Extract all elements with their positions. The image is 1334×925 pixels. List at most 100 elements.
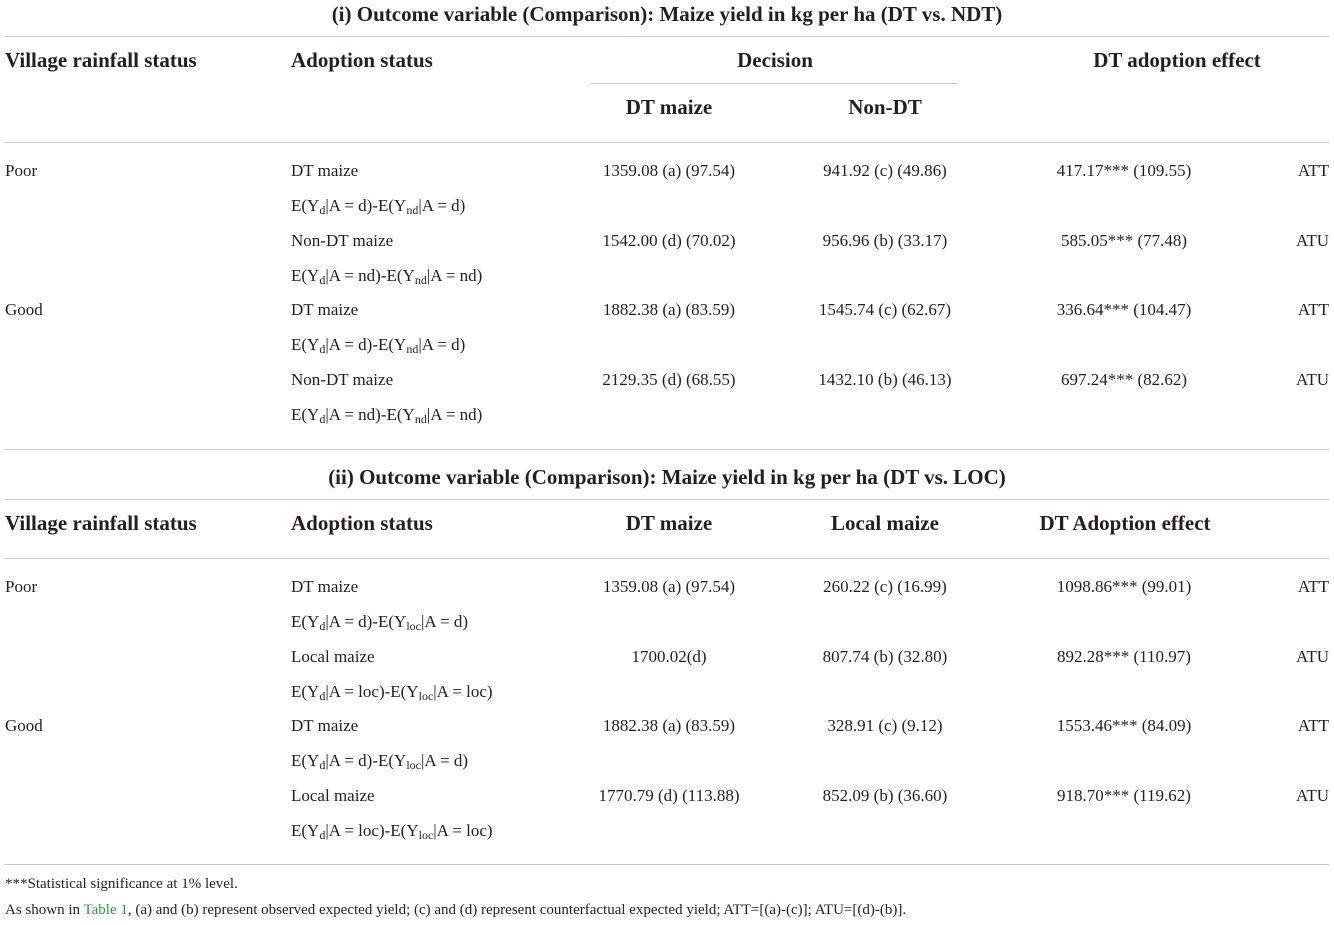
table-1-link[interactable]: Table 1 bbox=[83, 902, 128, 918]
header-village: Village rainfall status bbox=[5, 511, 197, 535]
expression-part: |A = bbox=[418, 196, 452, 215]
expression-part: nd bbox=[358, 265, 376, 285]
expression-part: loc bbox=[406, 758, 421, 773]
expression-part: |A = bbox=[418, 335, 452, 355]
expression-part: d bbox=[319, 758, 326, 773]
expression-part: d bbox=[319, 272, 326, 287]
header-village: Village rainfall status bbox=[5, 48, 197, 72]
expression-part: |A = bbox=[325, 821, 359, 840]
header-dt-maize: DT maize bbox=[625, 511, 713, 535]
expression-part: d bbox=[358, 196, 367, 215]
cell-expression: E(Yd|A = nd)-E(Ynd|A = nd) bbox=[291, 266, 482, 286]
cell-dt-value: 1770.79 (d) (113.88) bbox=[598, 786, 740, 805]
expression-part: d bbox=[451, 196, 460, 215]
rule bbox=[4, 449, 1329, 450]
cell-effect: 417.17*** (109.55) bbox=[1056, 161, 1192, 180]
expression-part: d bbox=[319, 828, 326, 842]
expression-part: loc bbox=[418, 828, 434, 842]
header-adoption: Adoption status bbox=[291, 48, 433, 72]
cell-dt-value: 1882.38 (a) (83.59) bbox=[602, 300, 736, 320]
expression-part: )-E(Y bbox=[366, 196, 407, 215]
expression-part: loc bbox=[358, 821, 379, 840]
rule bbox=[4, 142, 1329, 143]
expression-part: |A = bbox=[433, 821, 467, 840]
cell-effect-type: ATU bbox=[1295, 230, 1329, 250]
expression-part: |A = bbox=[433, 681, 467, 701]
expression-part: nd bbox=[358, 405, 376, 424]
expression-part: |A = bbox=[325, 751, 359, 771]
expression-part: loc bbox=[406, 619, 421, 633]
expression-part: E(Y bbox=[291, 681, 320, 701]
cell-expression: E(Yd|A = nd)-E(Ynd|A = nd) bbox=[291, 405, 482, 425]
expression-part: loc bbox=[418, 688, 434, 703]
header-decision: Decision bbox=[737, 48, 813, 72]
rule bbox=[4, 36, 1329, 37]
expression-part: loc bbox=[358, 681, 379, 701]
expression-part: ) bbox=[476, 405, 483, 424]
cell-adoption: Local maize bbox=[291, 786, 375, 805]
cell-expression: E(Yd|A = d)-E(Ynd|A = d) bbox=[291, 196, 465, 216]
expression-part: ) bbox=[462, 751, 469, 771]
cell-adoption: DT maize bbox=[291, 161, 359, 180]
expression-part: d bbox=[453, 612, 463, 631]
cell-other-value: 956.96 (b) (33.17) bbox=[822, 230, 948, 250]
rule bbox=[4, 558, 1329, 559]
cell-effect-type: ATU bbox=[1295, 370, 1329, 389]
source-note-post: , (a) and (b) represent observed expecte… bbox=[127, 902, 907, 918]
rule bbox=[4, 864, 1329, 865]
cell-effect: 1098.86*** (99.01) bbox=[1056, 577, 1192, 596]
cell-adoption: Non-DT maize bbox=[291, 370, 394, 389]
rule bbox=[591, 83, 958, 84]
expression-part: |A = bbox=[325, 681, 359, 701]
expression-part: E(Y bbox=[291, 612, 320, 631]
cell-effect: 918.70*** (119.62) bbox=[1057, 786, 1191, 805]
source-note-pre: As shown in bbox=[5, 902, 84, 918]
expression-part: nd bbox=[406, 342, 419, 357]
cell-effect-type: ATT bbox=[1297, 161, 1329, 180]
expression-part: d bbox=[358, 751, 367, 771]
expression-part: )-E(Y bbox=[375, 405, 415, 424]
expression-part: loc bbox=[466, 821, 487, 840]
header-effect: DT Adoption effect bbox=[1039, 511, 1211, 535]
expression-part: |A = bbox=[421, 751, 454, 771]
cell-village: Poor bbox=[5, 577, 38, 596]
cell-expression: E(Yd|A = loc)-E(Yloc|A = loc) bbox=[291, 682, 493, 702]
expression-part: |A = bbox=[325, 612, 359, 631]
expression-part: d bbox=[319, 688, 326, 703]
source-note: As shown in Table 1, (a) and (b) represe… bbox=[5, 902, 906, 919]
expression-part: d bbox=[319, 342, 326, 357]
expression-part: )-E(Y bbox=[366, 612, 407, 631]
expression-part: E(Y bbox=[291, 265, 320, 285]
header-adoption: Adoption status bbox=[291, 511, 433, 535]
expression-part: d bbox=[319, 619, 326, 633]
cell-adoption: Non-DT maize bbox=[291, 230, 394, 250]
cell-adoption: DT maize bbox=[291, 716, 359, 736]
expression-part: ) bbox=[476, 265, 483, 285]
expression-part: )-E(Y bbox=[366, 335, 407, 355]
expression-part: loc bbox=[466, 681, 487, 701]
expression-part: d bbox=[319, 412, 326, 426]
cell-effect: 336.64*** (104.47) bbox=[1056, 300, 1192, 320]
cell-adoption: DT maize bbox=[291, 577, 359, 596]
expression-part: E(Y bbox=[291, 821, 320, 840]
cell-expression: E(Yd|A = d)-E(Yloc|A = d) bbox=[291, 751, 468, 771]
cell-effect: 1553.46*** (84.09) bbox=[1056, 716, 1192, 736]
significance-note: ***Statistical significance at 1% level. bbox=[5, 876, 238, 892]
expression-part: E(Y bbox=[291, 335, 320, 355]
cell-expression: E(Yd|A = loc)-E(Yloc|A = loc) bbox=[291, 821, 493, 841]
expression-part: d bbox=[453, 751, 463, 771]
cell-village: Poor bbox=[5, 161, 38, 180]
cell-adoption: Local maize bbox=[291, 646, 375, 666]
panel2-title: (ii) Outcome variable (Comparison): Maiz… bbox=[328, 465, 1006, 489]
expression-part: |A = bbox=[421, 612, 454, 631]
expression-part: ) bbox=[462, 612, 469, 631]
expression-part: ) bbox=[486, 821, 493, 840]
cell-village: Good bbox=[5, 716, 43, 736]
cell-other-value: 260.22 (c) (16.99) bbox=[823, 577, 947, 596]
expression-part: nd bbox=[459, 265, 477, 285]
rule bbox=[4, 499, 1329, 500]
cell-expression: E(Yd|A = d)-E(Ynd|A = d) bbox=[291, 335, 465, 355]
header-non-dt: Non-DT bbox=[848, 95, 922, 119]
cell-adoption: DT maize bbox=[291, 300, 359, 320]
cell-dt-value: 1359.08 (a) (97.54) bbox=[602, 577, 736, 596]
